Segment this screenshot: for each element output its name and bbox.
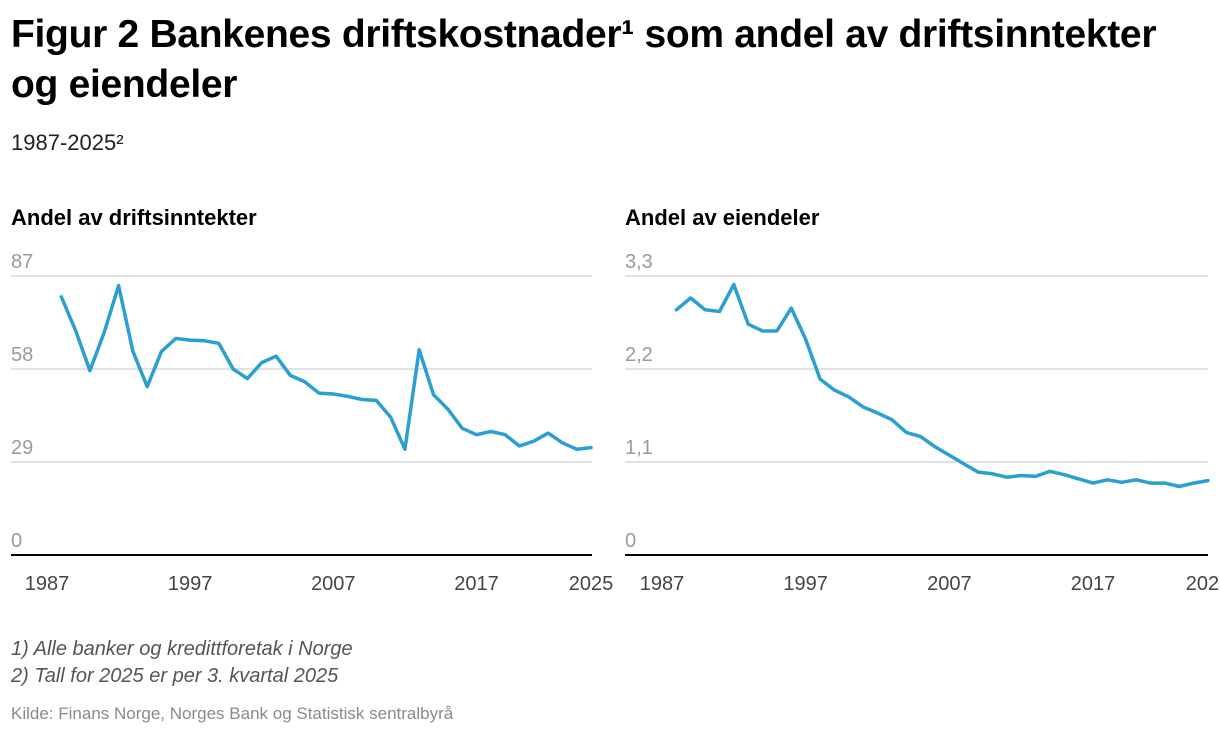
x-tick-label: 1987 [25, 573, 70, 595]
chart-subtitle: 1987-2025² [11, 130, 124, 155]
panel-title-eiendeler: Andel av eiendeler [625, 205, 820, 230]
x-tick-label: 1987 [640, 573, 685, 595]
x-tick-label: 2007 [927, 573, 972, 595]
footnote-2: 2) Tall for 2025 er per 3. kvartal 2025 [11, 665, 339, 687]
series-line [59, 283, 593, 451]
panel-title-driftsinntekter: Andel av driftsinntekter [11, 205, 257, 230]
x-tick-label: 2007 [311, 573, 356, 595]
y-tick-label: 58 [11, 344, 33, 366]
footnotes: 1) Alle banker og kredittforetak i Norge… [11, 636, 353, 690]
y-tick-label: 1,1 [625, 437, 653, 459]
y-tick-label: 87 [11, 251, 33, 273]
x-tick-label: 1997 [168, 573, 213, 595]
chart-title: Figur 2 Bankenes driftskostnader¹ som an… [11, 13, 1157, 106]
x-tick-label: 2017 [1071, 573, 1116, 595]
footnote-1: 1) Alle banker og kredittforetak i Norge [11, 638, 353, 660]
x-tick-label: 1997 [783, 573, 828, 595]
x-tick-label: 2017 [454, 573, 499, 595]
x-tick-label: 2025 [1186, 573, 1220, 595]
x-tick-label: 2025 [569, 573, 614, 595]
panel-eiendeler: Andel av eiendeler 3,3 2,2 1,1 0 1987 1997 200… [612, 200, 1220, 600]
y-tick-label: 29 [11, 437, 33, 459]
series-line [674, 282, 1210, 489]
y-tick-label: 2,2 [625, 344, 653, 366]
source-note: Kilde: Finans Norge, Norges Bank og Stat… [11, 704, 454, 723]
y-tick-label: 0 [11, 530, 22, 552]
panel-driftsinntekter: Andel av driftsinntekter 87 58 29 0 1987 1997… [0, 200, 613, 600]
y-tick-label: 3,3 [625, 251, 653, 273]
y-tick-label: 0 [625, 530, 636, 552]
